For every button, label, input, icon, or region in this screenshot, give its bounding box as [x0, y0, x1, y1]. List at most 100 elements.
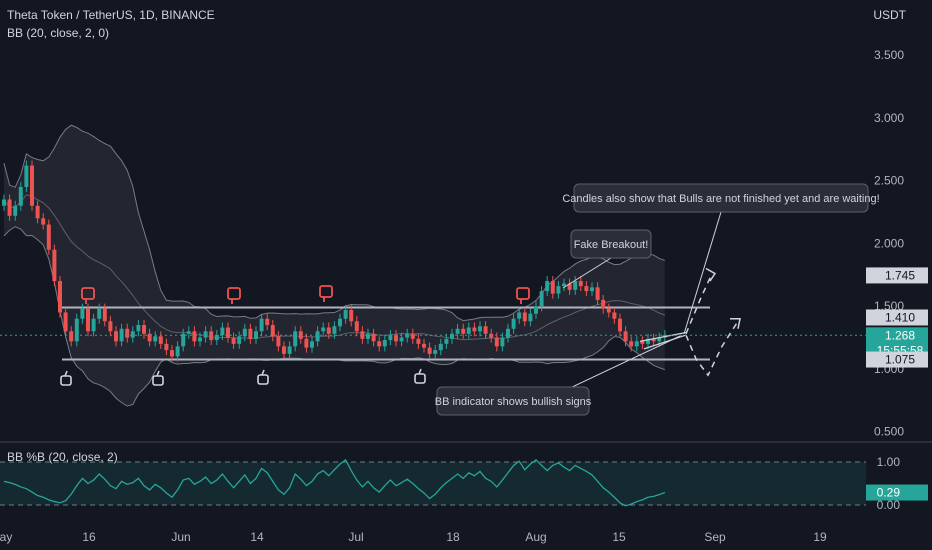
candle-body: [164, 343, 169, 351]
candle: [231, 332, 236, 349]
candle: [601, 294, 606, 314]
candle: [220, 322, 225, 341]
candle-body: [293, 331, 298, 347]
candle-body: [80, 308, 85, 319]
candle-body: [226, 327, 230, 338]
candle-body: [466, 327, 471, 334]
candle-body: [422, 343, 426, 348]
candle-body: [35, 205, 40, 219]
candle-body: [405, 333, 410, 338]
candle: [466, 322, 471, 339]
candle: [405, 328, 410, 343]
candle-body: [181, 333, 186, 347]
candle: [422, 338, 426, 353]
candle-body: [562, 283, 566, 287]
candle: [86, 303, 90, 337]
candle-body: [125, 328, 130, 338]
candle-body: [472, 327, 477, 332]
candle: [545, 276, 550, 297]
candle-body: [170, 350, 174, 357]
candle-body: [158, 336, 163, 344]
candle-body: [321, 327, 326, 332]
candle: [58, 276, 62, 318]
candle: [410, 328, 415, 344]
candle: [80, 303, 85, 324]
candle: [623, 326, 628, 347]
candle: [102, 303, 107, 327]
candle-body: [326, 327, 331, 334]
price-label: 1.410: [885, 310, 915, 324]
pctb-indicator-legend[interactable]: BB %B (20, close, 2): [7, 450, 118, 464]
candle-body: [371, 333, 376, 342]
thumb-stem: [418, 368, 422, 375]
wedge-line-upper: [639, 331, 687, 342]
candle-body: [349, 309, 354, 322]
candle: [242, 323, 247, 342]
candle-body: [175, 346, 180, 357]
candle-body: [58, 281, 62, 313]
candle-body: [640, 341, 645, 344]
candle-body: [203, 331, 208, 338]
candle: [158, 331, 163, 349]
candle: [270, 319, 275, 342]
candle-body: [478, 326, 482, 332]
candle: [595, 282, 600, 305]
candle-body: [332, 326, 337, 334]
candle: [181, 328, 186, 352]
candle-body: [567, 283, 572, 290]
candle: [226, 322, 230, 343]
candle: [259, 313, 264, 337]
candle: [175, 341, 180, 362]
thumbs-up-icon: [60, 370, 72, 386]
price-label: 1.745: [885, 268, 915, 282]
candle: [293, 326, 298, 352]
candle-body: [354, 321, 359, 332]
thumb-stem: [64, 370, 68, 377]
candle: [248, 323, 253, 344]
candle: [360, 326, 365, 344]
candle: [651, 333, 656, 347]
x-tick-label: 18: [446, 530, 460, 544]
candle: [186, 326, 191, 339]
candle: [203, 326, 208, 343]
candle: [550, 276, 555, 299]
candle-body: [18, 186, 23, 206]
candle-body: [304, 338, 309, 348]
candle-body: [382, 340, 387, 347]
candle-body: [237, 336, 242, 344]
candle: [366, 328, 370, 344]
bb-indicator-legend[interactable]: BB (20, close, 2, 0): [7, 26, 110, 40]
callout-pointer: [683, 211, 722, 335]
upper-band: [3, 124, 665, 322]
candle-body: [455, 328, 460, 334]
thumb-shape: [257, 374, 269, 385]
candle-body: [231, 337, 236, 344]
thumbs-up-icon: [414, 368, 426, 384]
thumbs-down-icon: [227, 287, 241, 304]
candle: [142, 319, 146, 339]
candle: [147, 328, 152, 347]
candle-body: [270, 325, 275, 337]
candle-body: [310, 341, 314, 348]
candle: [91, 313, 96, 337]
callout-bb-bullish: BB indicator shows bullish signs: [435, 335, 681, 416]
candle-body: [136, 325, 141, 332]
candle: [455, 323, 460, 339]
symbol-legend[interactable]: Theta Token / TetherUS, 1D, BINANCE: [7, 8, 215, 22]
candle-body: [511, 318, 516, 329]
candle: [164, 338, 169, 356]
pctb-value-box: [866, 484, 928, 501]
candle: [517, 307, 522, 324]
candle-body: [97, 308, 102, 319]
candle-body: [343, 309, 348, 319]
thumbs-down-icon: [319, 285, 333, 302]
thumb-stem: [156, 370, 160, 377]
thumb-shape: [414, 373, 426, 384]
candle: [326, 322, 331, 339]
candle: [354, 316, 359, 337]
currency-label: USDT: [873, 8, 906, 22]
candle-body: [438, 343, 443, 351]
candle: [483, 321, 488, 339]
x-tick-label: 15: [612, 530, 626, 544]
